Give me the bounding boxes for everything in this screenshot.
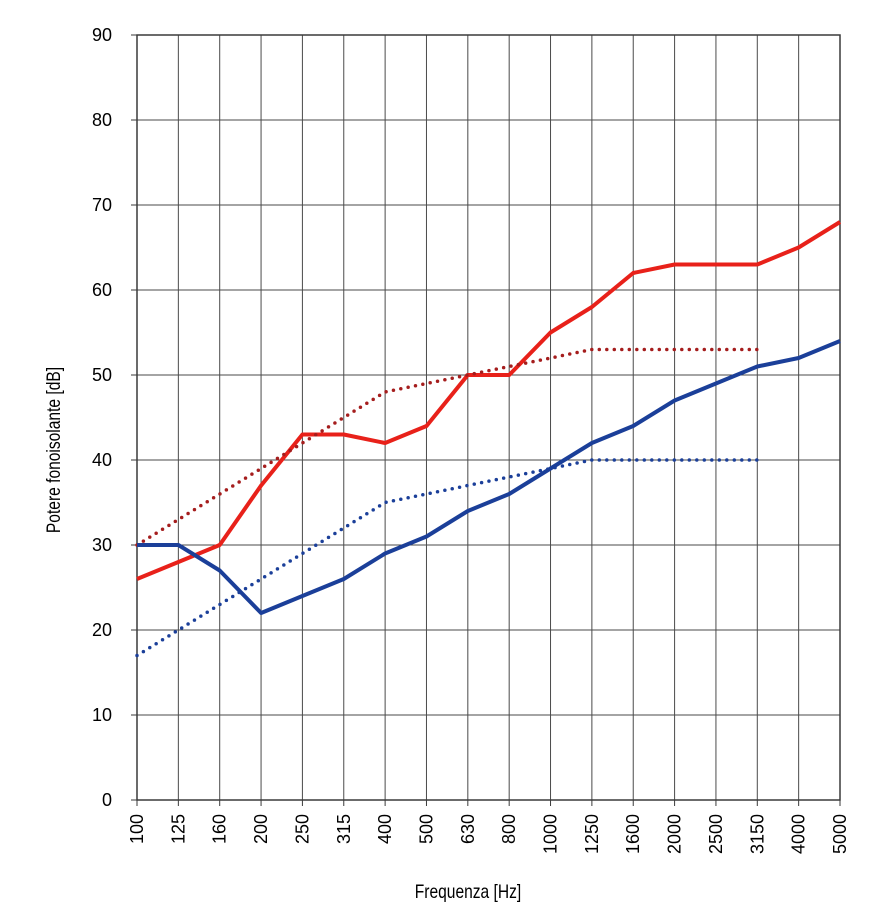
- y-tick-label: 10: [92, 705, 112, 725]
- x-tick-label: 200: [251, 814, 271, 844]
- x-tick-label: 2500: [706, 814, 726, 854]
- x-tick-labels: 100 125 160 200 250 315 400 500 630 800 1000 1250 16…: [127, 814, 850, 854]
- x-axis-label: Frequenza [Hz]: [415, 881, 521, 903]
- x-tick-label: 1000: [541, 814, 561, 854]
- series-group: [135, 220, 842, 658]
- y-tick-labels: 0 10 20 30 40 50 60 70 80 90: [92, 25, 112, 810]
- x-tick-label: 5000: [830, 814, 850, 854]
- y-tick-label: 20: [92, 620, 112, 640]
- series-line-1-solid: [136, 220, 842, 581]
- x-tick-label: 1600: [623, 814, 643, 854]
- y-tick-label: 40: [92, 450, 112, 470]
- x-tick-label: 315: [334, 814, 354, 844]
- y-axis-label: Potere fonoisolante [dB]: [43, 367, 65, 533]
- x-tick-label: 160: [210, 814, 230, 844]
- x-tick-label: 2000: [665, 814, 685, 854]
- plot-frame: [136, 34, 841, 801]
- y-tick-label: 0: [102, 790, 112, 810]
- y-tick-label: 30: [92, 535, 112, 555]
- x-tick-label: 250: [292, 814, 312, 844]
- x-tick-label: 1250: [582, 814, 602, 854]
- y-tick-label: 80: [92, 110, 112, 130]
- x-tick-label: 4000: [789, 814, 809, 854]
- grid: [131, 34, 841, 806]
- x-tick-label: 125: [168, 814, 188, 844]
- series-line-3-solid: [137, 339, 841, 615]
- series-line-2-dotted: [135, 347, 760, 547]
- x-tick-label: 630: [458, 814, 478, 844]
- y-tick-label: 50: [92, 365, 112, 385]
- x-tick-label: 800: [499, 814, 519, 844]
- series-line-4-dotted: [135, 458, 760, 658]
- y-tick-label: 60: [92, 280, 112, 300]
- x-tick-label: 400: [375, 814, 395, 844]
- y-tick-label: 70: [92, 195, 112, 215]
- x-tick-label: 100: [127, 814, 147, 844]
- y-tick-label: 90: [92, 25, 112, 45]
- x-tick-label: 500: [416, 814, 436, 844]
- x-tick-label: 3150: [747, 814, 767, 854]
